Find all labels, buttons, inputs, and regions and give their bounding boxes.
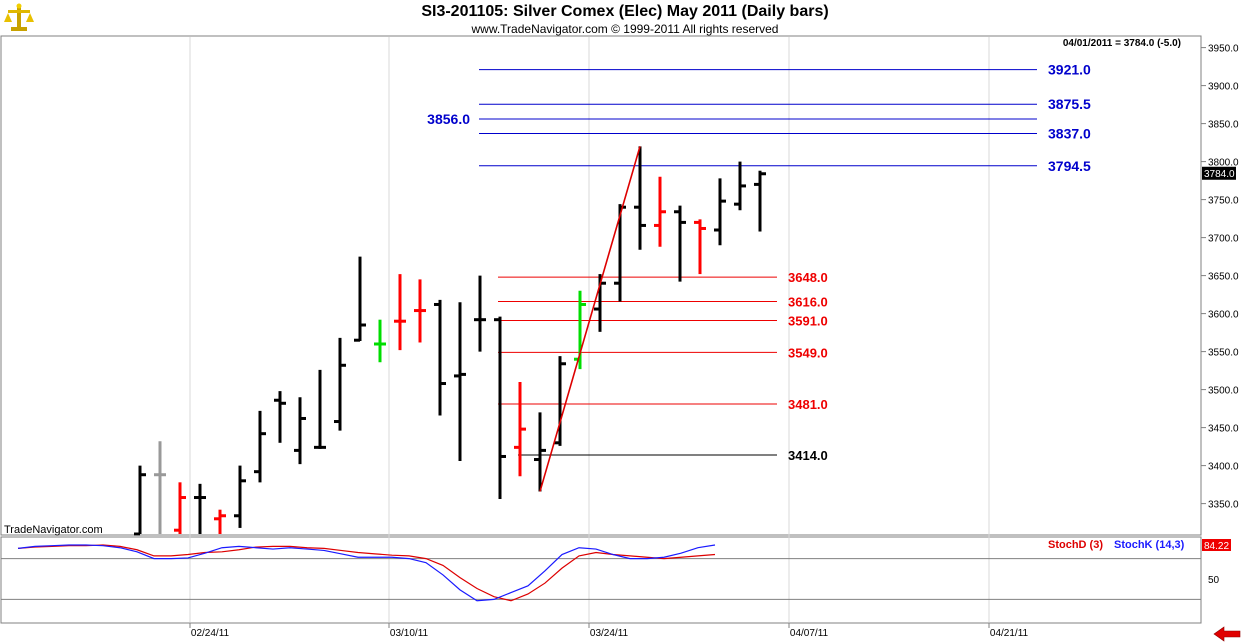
price-bar — [214, 509, 226, 534]
x-tick-label: 03/10/11 — [390, 628, 429, 639]
stochastic-panel — [0, 536, 1202, 624]
tradenavigator-logo-icon — [4, 2, 34, 34]
last-price-tag — [1202, 166, 1236, 180]
price-bar — [314, 369, 326, 449]
x-tick-label: 04/07/11 — [790, 628, 829, 639]
price-bar — [334, 337, 346, 431]
y-tick-label: 3450.0 — [1208, 424, 1239, 435]
price-bar — [514, 382, 526, 477]
y-tick-label: 3350.0 — [1208, 500, 1239, 511]
price-bar — [174, 482, 186, 534]
y-tick-label: 3600.0 — [1208, 310, 1239, 321]
stoch-readout-label: 84.22 — [1204, 541, 1229, 552]
price-bar — [254, 410, 266, 483]
level-label: 3481.0 — [788, 397, 828, 412]
stoch-line — [17, 544, 716, 602]
y-tick-label: 3950.0 — [1208, 44, 1239, 55]
stoch-line — [17, 544, 716, 602]
price-bar — [194, 483, 206, 534]
price-bar — [434, 299, 446, 416]
y-tick-label: 3800.0 — [1208, 158, 1239, 169]
price-bar — [154, 441, 166, 534]
y-tick-label: 3550.0 — [1208, 348, 1239, 359]
last-price-label: 3784.0 — [1204, 169, 1235, 180]
level-label: 3837.0 — [1048, 125, 1091, 141]
price-bar — [394, 274, 406, 351]
y-tick-label: 3900.0 — [1208, 82, 1239, 93]
price-bar — [294, 397, 306, 465]
levels-layer: 3921.0 3875.5 3856.0 3837.0 3794.5 3648.0 3616… — [427, 62, 1091, 463]
x-tick-label: 03/24/11 — [590, 628, 629, 639]
price-bar — [714, 178, 726, 246]
y-tick-label: 3700.0 — [1208, 234, 1239, 245]
price-bar — [534, 412, 546, 492]
price-bar — [494, 316, 506, 500]
price-bar — [354, 256, 366, 342]
price-bar — [134, 465, 146, 536]
y-tick-label: 3750.0 — [1208, 196, 1239, 207]
price-bar — [694, 219, 706, 275]
stochastic-layer — [1, 544, 1201, 602]
price-bar — [634, 146, 646, 250]
price-bar — [374, 319, 386, 363]
level-label: 3875.5 — [1048, 96, 1091, 112]
level-label: 3921.0 — [1048, 62, 1091, 78]
y-tick-label: 3850.0 — [1208, 120, 1239, 131]
price-bar — [754, 170, 766, 232]
price-bar — [654, 176, 666, 247]
price-bar — [274, 391, 286, 443]
level-label: 3794.5 — [1048, 158, 1091, 174]
chart-title: SI3-201105: Silver Comex (Elec) May 2011… — [421, 3, 829, 20]
price-bar — [414, 279, 426, 343]
price-readout: 04/01/2011 = 3784.0 (-5.0) — [1063, 38, 1181, 49]
price-bar — [674, 205, 686, 282]
x-tick-label: 02/24/11 — [191, 628, 230, 639]
grid-layer — [189, 37, 990, 622]
axis-layer: 02/24/11 03/10/11 03/24/11 04/07/11 04/21/11… — [189, 44, 1239, 639]
price-bar — [454, 302, 466, 462]
price-bar — [554, 356, 566, 446]
y-tick-label: 3500.0 — [1208, 386, 1239, 397]
level-label: 3591.0 — [788, 313, 828, 328]
trend-line — [539, 146, 641, 492]
y-tick-label: 3400.0 — [1208, 462, 1239, 473]
price-bar — [234, 465, 246, 528]
x-tick-label: 04/21/11 — [990, 628, 1029, 639]
level-label: 3414.0 — [788, 448, 828, 463]
stoch-y-tick-label: 50 — [1208, 575, 1220, 586]
watermark: TradeNavigator.com — [4, 524, 103, 536]
stoch-k-legend: StochK (14,3) — [1114, 539, 1185, 551]
level-label: 3616.0 — [788, 294, 828, 309]
y-tick-label: 3650.0 — [1208, 272, 1239, 283]
stoch-readout-tag — [1202, 539, 1231, 551]
stoch-d-legend: StochD (3) — [1048, 539, 1103, 551]
scroll-right-arrow-icon[interactable] — [1208, 626, 1248, 642]
price-bar — [734, 161, 746, 211]
level-label: 3648.0 — [788, 270, 828, 285]
level-label: 3549.0 — [788, 345, 828, 360]
bars-layer — [134, 146, 766, 536]
price-bar — [474, 275, 486, 352]
level-label: 3856.0 — [427, 111, 470, 127]
chart-subtitle: www.TradeNavigator.com © 1999-2011 All r… — [471, 22, 779, 36]
